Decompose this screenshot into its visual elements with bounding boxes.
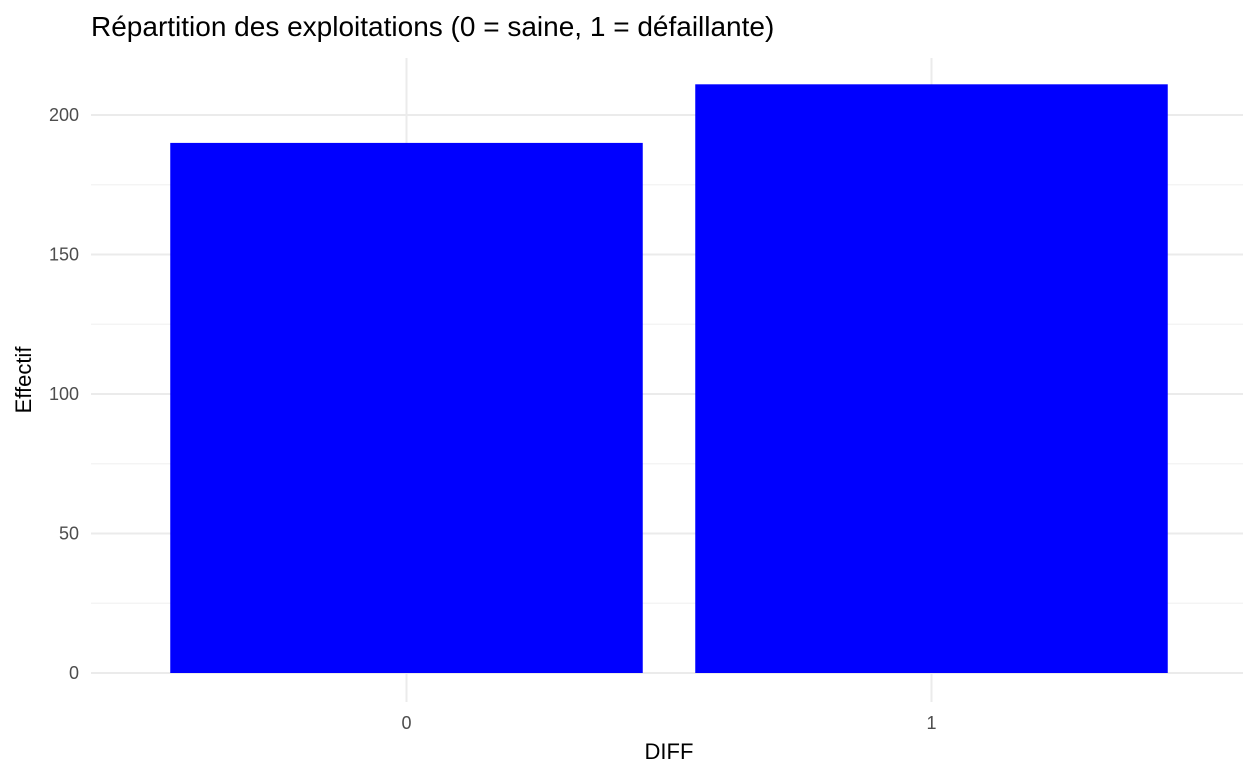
y-tick-label: 100 (49, 384, 79, 404)
tick-labels-layer: 0 50 100 150 200 0 1 (49, 105, 937, 733)
y-tick-label: 0 (69, 663, 79, 683)
y-axis-title: Effectif (11, 346, 36, 414)
bar-1 (695, 84, 1168, 673)
bar-0 (170, 142, 643, 673)
y-tick-label: 150 (49, 245, 79, 265)
chart-title: Répartition des exploitations (0 = saine… (91, 11, 774, 42)
x-tick-label: 1 (926, 713, 936, 733)
bars-layer (170, 84, 1168, 673)
y-tick-label: 50 (59, 524, 79, 544)
y-tick-label: 200 (49, 105, 79, 125)
x-axis-title: DIFF (645, 739, 694, 764)
x-tick-label: 0 (401, 713, 411, 733)
